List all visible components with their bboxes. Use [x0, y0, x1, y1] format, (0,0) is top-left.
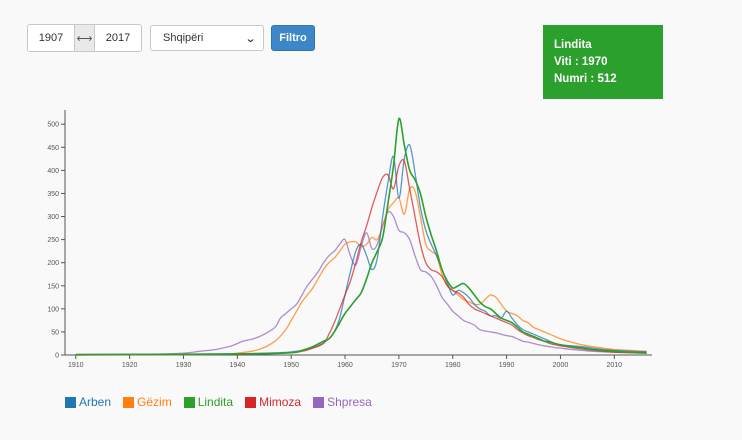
- legend-item[interactable]: Gëzim: [123, 395, 172, 409]
- legend-label: Gëzim: [137, 395, 172, 409]
- x-tick-label: 1940: [230, 362, 246, 369]
- year-to-input[interactable]: [95, 25, 141, 51]
- legend: Arben Gëzim Lindita Mimoza Shpresa: [65, 395, 384, 409]
- x-tick-label: 1960: [337, 362, 353, 369]
- series-line-gëzim: [75, 186, 647, 356]
- legend-label: Lindita: [197, 395, 234, 409]
- x-tick-label: 1980: [445, 362, 461, 369]
- legend-swatch: [313, 396, 325, 408]
- legend-item[interactable]: Shpresa: [313, 395, 372, 409]
- y-tick-label: 100: [47, 306, 59, 313]
- filter-bar: ⟷ Shqipëri ⌄ Filtro: [27, 24, 315, 52]
- legend-label: Shpresa: [327, 395, 372, 409]
- series-line-shpresa: [75, 210, 647, 356]
- y-tick-label: 350: [47, 191, 59, 198]
- x-tick-label: 2000: [553, 362, 569, 369]
- tooltip-name: Lindita: [554, 39, 592, 51]
- country-select[interactable]: Shqipëri ⌄: [150, 25, 264, 51]
- y-tick-label: 200: [47, 260, 59, 267]
- legend-item[interactable]: Arben: [65, 395, 111, 409]
- country-select-value: Shqipëri: [163, 32, 204, 44]
- range-arrows-icon: ⟷: [74, 25, 95, 51]
- y-tick-label: 400: [47, 168, 59, 175]
- y-tick-label: 150: [47, 283, 59, 290]
- legend-swatch: [123, 396, 135, 408]
- x-tick-label: 1920: [122, 362, 138, 369]
- y-tick-label: 500: [47, 122, 59, 129]
- tooltip-year: Viti : 1970: [554, 56, 608, 68]
- series-line-lindita: [75, 117, 647, 356]
- x-tick-label: 1930: [176, 362, 192, 369]
- legend-label: Arben: [79, 395, 112, 409]
- y-tick-label: 0: [55, 353, 59, 360]
- tooltip-count: Numri : 512: [554, 73, 617, 85]
- x-tick-label: 1970: [391, 362, 407, 369]
- tooltip: Lindita Viti : 1970 Numri : 512: [543, 25, 663, 99]
- x-tick-label: 1910: [68, 362, 84, 369]
- y-tick-label: 300: [47, 214, 59, 221]
- year-from-input[interactable]: [28, 25, 74, 51]
- legend-swatch: [245, 396, 257, 408]
- x-tick-label: 1950: [283, 362, 299, 369]
- legend-item[interactable]: Lindita: [183, 395, 234, 409]
- x-tick-label: 2010: [607, 362, 623, 369]
- legend-swatch: [65, 396, 76, 408]
- series-line-mimoza: [75, 158, 647, 356]
- y-tick-label: 50: [51, 329, 59, 336]
- year-range: ⟷: [27, 24, 142, 52]
- legend-item[interactable]: Mimoza: [245, 395, 301, 409]
- legend-swatch: [183, 396, 195, 408]
- y-tick-label: 450: [47, 145, 59, 152]
- y-tick-label: 250: [47, 237, 59, 244]
- series-line-arben: [75, 143, 647, 356]
- chevron-down-icon: ⌄: [244, 32, 257, 45]
- filter-button[interactable]: Filtro: [271, 25, 315, 51]
- x-tick-label: 1990: [499, 362, 515, 369]
- legend-label: Mimoza: [259, 395, 302, 409]
